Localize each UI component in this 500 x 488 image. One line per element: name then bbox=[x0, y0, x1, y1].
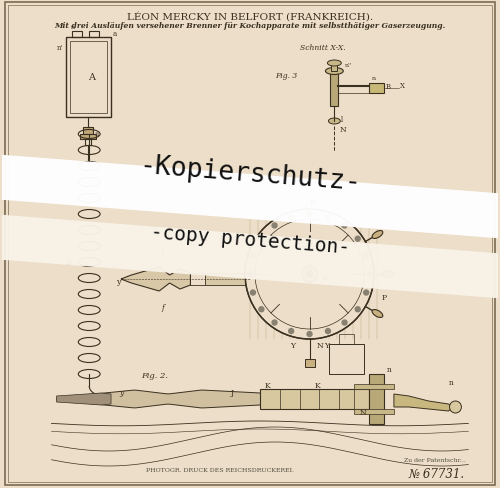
Bar bbox=[89, 32, 99, 38]
Text: -Kopierschutz-: -Kopierschutz- bbox=[138, 153, 362, 196]
Circle shape bbox=[342, 224, 347, 228]
Bar bbox=[304, 359, 314, 367]
Circle shape bbox=[288, 329, 294, 334]
Text: Fig. 3: Fig. 3 bbox=[275, 72, 297, 80]
Bar bbox=[260, 389, 369, 409]
Text: Mit drei Ausläufen versehener Brenner für Kochapparate mit selbstthätiger Gaserz: Mit drei Ausläufen versehener Brenner fü… bbox=[54, 22, 446, 30]
Text: P: P bbox=[382, 293, 387, 302]
Bar bbox=[332, 64, 338, 72]
Circle shape bbox=[450, 401, 462, 413]
Text: K: K bbox=[265, 381, 270, 389]
Text: LÉON MERCKY IN BELFORT (FRANKREICH).: LÉON MERCKY IN BELFORT (FRANKREICH). bbox=[127, 12, 373, 22]
Text: B: B bbox=[386, 83, 391, 91]
Text: f: f bbox=[160, 248, 164, 257]
Circle shape bbox=[288, 215, 294, 220]
Ellipse shape bbox=[382, 271, 394, 278]
Text: Schnitt X-X.: Schnitt X-X. bbox=[300, 44, 345, 52]
Ellipse shape bbox=[326, 68, 344, 75]
Circle shape bbox=[250, 253, 256, 259]
Circle shape bbox=[355, 237, 360, 242]
Text: Y: Y bbox=[324, 341, 330, 349]
Text: N: N bbox=[340, 126, 346, 134]
Bar bbox=[85, 140, 91, 146]
Text: n': n' bbox=[57, 44, 64, 52]
Polygon shape bbox=[0, 215, 500, 299]
Text: Zu der Patentschr...: Zu der Patentschr... bbox=[404, 457, 466, 462]
Text: n: n bbox=[372, 76, 376, 81]
Polygon shape bbox=[394, 394, 454, 411]
Text: K: K bbox=[314, 381, 320, 389]
Text: n: n bbox=[387, 365, 392, 373]
Text: J: J bbox=[230, 388, 234, 396]
Circle shape bbox=[364, 290, 368, 295]
Text: f: f bbox=[162, 304, 164, 311]
Text: X: X bbox=[400, 82, 405, 90]
Ellipse shape bbox=[328, 119, 340, 125]
Circle shape bbox=[307, 212, 312, 217]
Circle shape bbox=[272, 224, 277, 228]
Text: K: K bbox=[322, 273, 328, 282]
Circle shape bbox=[302, 266, 318, 283]
Circle shape bbox=[342, 321, 347, 325]
Circle shape bbox=[259, 237, 264, 242]
Polygon shape bbox=[56, 393, 111, 405]
Bar bbox=[66, 38, 111, 118]
Bar bbox=[330, 345, 364, 374]
Circle shape bbox=[306, 271, 312, 278]
Text: a: a bbox=[113, 30, 117, 38]
Circle shape bbox=[245, 209, 374, 339]
Text: y: y bbox=[119, 388, 123, 396]
Circle shape bbox=[364, 253, 368, 259]
Text: n'': n'' bbox=[344, 63, 352, 68]
Text: y: y bbox=[116, 278, 121, 285]
Bar bbox=[354, 409, 394, 414]
Circle shape bbox=[272, 321, 277, 325]
Circle shape bbox=[259, 307, 264, 312]
Text: -copy protection-: -copy protection- bbox=[150, 222, 350, 257]
Bar bbox=[330, 72, 338, 107]
Ellipse shape bbox=[372, 231, 383, 239]
Text: PHOTOGR. DRUCK DES REICHSDRUCKEREI.: PHOTOGR. DRUCK DES REICHSDRUCKEREI. bbox=[146, 467, 294, 472]
Bar bbox=[72, 32, 83, 38]
Text: b: b bbox=[66, 259, 72, 266]
Text: n: n bbox=[448, 378, 454, 386]
Bar bbox=[80, 135, 96, 140]
Text: A: A bbox=[88, 73, 95, 82]
Ellipse shape bbox=[372, 310, 383, 318]
Circle shape bbox=[366, 272, 372, 277]
Bar bbox=[84, 128, 93, 135]
Circle shape bbox=[250, 290, 256, 295]
Bar bbox=[369, 84, 384, 94]
Polygon shape bbox=[121, 267, 190, 291]
Text: l: l bbox=[342, 116, 344, 124]
Bar bbox=[206, 273, 245, 285]
Bar bbox=[354, 384, 394, 389]
Bar bbox=[369, 374, 384, 424]
Text: № 67731.: № 67731. bbox=[409, 467, 465, 480]
Text: N: N bbox=[359, 408, 366, 416]
Circle shape bbox=[248, 272, 252, 277]
Bar bbox=[340, 334, 354, 345]
Circle shape bbox=[355, 307, 360, 312]
Text: a: a bbox=[94, 130, 98, 138]
Text: R: R bbox=[310, 199, 316, 206]
Text: Y: Y bbox=[290, 341, 294, 349]
Polygon shape bbox=[56, 390, 280, 408]
Bar bbox=[70, 42, 107, 114]
Circle shape bbox=[326, 329, 330, 334]
Circle shape bbox=[326, 215, 330, 220]
Circle shape bbox=[307, 332, 312, 337]
Ellipse shape bbox=[328, 61, 342, 67]
Text: N: N bbox=[316, 341, 323, 349]
Text: n: n bbox=[70, 25, 74, 30]
Polygon shape bbox=[0, 155, 500, 240]
Text: Fig. 2.: Fig. 2. bbox=[141, 371, 168, 379]
